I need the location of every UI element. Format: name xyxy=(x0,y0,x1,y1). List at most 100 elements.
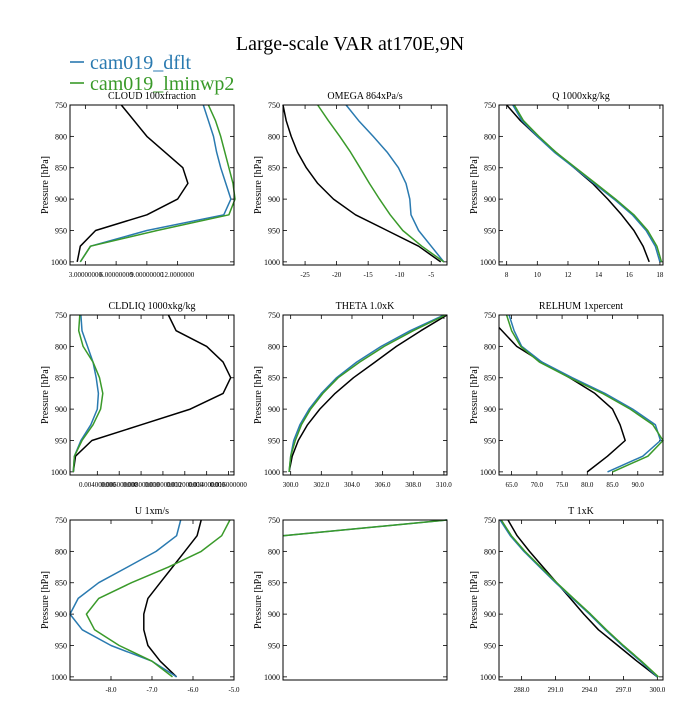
panel-4: CLDLIQ 1000xkg/kg Pressure [hPa] 750 800 850… xyxy=(40,301,247,489)
x-tick-label: 3.00000000 xyxy=(69,271,103,279)
y-tick-label: 900 xyxy=(484,405,496,414)
y-tick-label: 850 xyxy=(268,579,280,588)
panel-title: T 1xK xyxy=(568,506,594,517)
y-axis-label: Pressure [hPa] xyxy=(469,366,480,424)
y-tick-label: 1000 xyxy=(51,258,67,267)
panel-frame xyxy=(498,314,664,476)
x-tick-label: 90.0 xyxy=(632,481,645,489)
y-tick-label: 1000 xyxy=(264,673,280,682)
x-tick-label: 310.0 xyxy=(436,481,452,489)
panel-frame xyxy=(282,314,448,476)
x-tick-label: 294.0 xyxy=(582,686,598,694)
series-line-cam019_lminwp2 xyxy=(72,314,104,472)
x-tick-label: 12.0000000 xyxy=(161,271,195,279)
x-tick-label: 306.0 xyxy=(375,481,391,489)
y-tick-label: 850 xyxy=(55,374,67,383)
y-tick-label: 950 xyxy=(484,641,496,650)
x-tick-label: 0.014000000 xyxy=(188,481,225,489)
y-tick-label: 850 xyxy=(55,164,67,173)
panel-frame xyxy=(69,519,235,681)
y-tick-label: 1000 xyxy=(480,468,496,477)
x-tick-label: 10 xyxy=(534,271,542,279)
y-tick-label: 750 xyxy=(268,516,280,525)
x-tick-label: 70.0 xyxy=(531,481,544,489)
panel-title: Q 1000xkg/kg xyxy=(552,91,610,102)
x-tick-label: 18 xyxy=(656,271,664,279)
series-line-reference xyxy=(143,519,202,678)
x-tick-label: 0.008000000 xyxy=(123,481,160,489)
y-tick-label: 950 xyxy=(268,436,280,445)
y-axis-label: Pressure [hPa] xyxy=(40,366,51,424)
x-tick-label: 0.004000000 xyxy=(79,481,116,489)
x-tick-label: 8 xyxy=(505,271,509,279)
series-line-reference xyxy=(282,104,442,263)
y-tick-label: 850 xyxy=(484,164,496,173)
y-axis-label: Pressure [hPa] xyxy=(253,366,264,424)
y-tick-label: 950 xyxy=(484,226,496,235)
y-tick-label: 750 xyxy=(55,101,67,110)
panel-title: THETA 1.0xK xyxy=(336,301,395,312)
y-tick-label: 750 xyxy=(55,516,67,525)
panel-title: CLOUD 100xfraction xyxy=(108,91,196,102)
x-tick-label: 291.0 xyxy=(548,686,564,694)
series-line-reference xyxy=(498,326,626,473)
y-tick-label: 900 xyxy=(55,195,67,204)
y-axis-label: Pressure [hPa] xyxy=(253,571,264,629)
x-tick-label: 65.0 xyxy=(505,481,518,489)
x-tick-label: 304.0 xyxy=(344,481,360,489)
x-tick-label: -25 xyxy=(300,271,310,279)
y-tick-label: 800 xyxy=(55,342,67,351)
y-tick-label: 850 xyxy=(268,164,280,173)
y-axis-label: Pressure [hPa] xyxy=(469,156,480,214)
y-tick-label: 1000 xyxy=(480,673,496,682)
panel-3: Q 1000xkg/kg Pressure [hPa] 750 800 850 900 95… xyxy=(469,91,664,279)
legend-label-dflt: cam019_dflt xyxy=(90,52,192,74)
x-tick-label: 80.0 xyxy=(581,481,594,489)
y-axis-label: Pressure [hPa] xyxy=(253,156,264,214)
y-tick-label: 750 xyxy=(484,516,496,525)
x-tick-label: 300.0 xyxy=(283,481,299,489)
y-tick-label: 950 xyxy=(55,436,67,445)
x-tick-label: 0.006000000 xyxy=(101,481,138,489)
series-line-cam019_lminwp2 xyxy=(282,519,448,537)
series-line-cam019_lminwp2 xyxy=(513,104,663,263)
x-tick-label: 0.016000000 xyxy=(210,481,247,489)
y-tick-label: 950 xyxy=(268,226,280,235)
y-tick-label: 750 xyxy=(55,311,67,320)
series-line-cam019_lminwp2 xyxy=(85,519,231,678)
panel-9: T 1xK Pressure [hPa] 750 800 850 900 950 1000 28… xyxy=(469,506,666,694)
x-tick-label: 12 xyxy=(564,271,572,279)
y-tick-label: 800 xyxy=(484,132,496,141)
y-tick-label: 750 xyxy=(268,101,280,110)
y-tick-label: 900 xyxy=(268,405,280,414)
x-tick-label: 288.0 xyxy=(514,686,530,694)
x-tick-label: 300.0 xyxy=(649,686,665,694)
y-tick-label: 950 xyxy=(55,226,67,235)
panel-6: RELHUM 1xpercent Pressure [hPa] 750 800 850 9… xyxy=(469,301,664,489)
x-tick-label: 297.0 xyxy=(616,686,632,694)
y-tick-label: 900 xyxy=(55,610,67,619)
y-tick-label: 1000 xyxy=(51,673,67,682)
series-line-reference xyxy=(76,104,189,263)
y-tick-label: 900 xyxy=(55,405,67,414)
panel-1: CLOUD 100xfraction Pressure [hPa] 750 800 85… xyxy=(40,91,236,279)
y-axis-label: Pressure [hPa] xyxy=(40,156,51,214)
panel-title: RELHUM 1xpercent xyxy=(539,301,623,312)
x-tick-label: 16 xyxy=(626,271,634,279)
x-tick-label: -6.0 xyxy=(187,686,199,694)
series-line-cam019_dflt xyxy=(79,104,232,263)
panel-title: OMEGA 864xPa/s xyxy=(327,91,402,102)
x-tick-label: 9.00000000 xyxy=(130,271,164,279)
series-line-cam019_dflt xyxy=(72,314,100,472)
y-tick-label: 950 xyxy=(484,436,496,445)
series-line-cam019_dflt xyxy=(69,519,182,678)
x-tick-label: -5 xyxy=(428,271,434,279)
x-tick-label: -20 xyxy=(332,271,342,279)
y-tick-label: 900 xyxy=(484,610,496,619)
panel-frame xyxy=(69,314,235,476)
panel-grid: CLOUD 100xfraction Pressure [hPa] 750 800 85… xyxy=(40,91,666,694)
legend-label-lminwp2: cam019_lminwp2 xyxy=(90,73,234,95)
x-tick-label: -7.0 xyxy=(146,686,158,694)
y-tick-label: 1000 xyxy=(480,258,496,267)
series-line-cam019_lminwp2 xyxy=(317,104,445,263)
